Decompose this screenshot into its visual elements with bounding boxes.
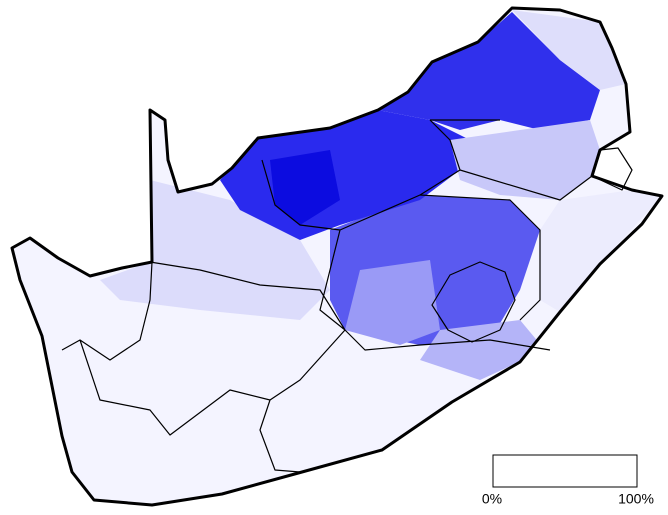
legend-min-label: 0% bbox=[482, 491, 502, 507]
region bbox=[450, 120, 600, 200]
region bbox=[345, 260, 440, 345]
legend-max-label: 100% bbox=[618, 491, 654, 507]
lesotho bbox=[431, 261, 516, 343]
region bbox=[378, 12, 600, 130]
province-border bbox=[61, 119, 593, 473]
legend-colorbar bbox=[492, 454, 638, 488]
region bbox=[540, 190, 662, 312]
region bbox=[270, 150, 340, 225]
region bbox=[420, 320, 545, 380]
country-outline bbox=[10, 6, 664, 507]
region bbox=[512, 10, 626, 90]
region bbox=[100, 180, 330, 320]
